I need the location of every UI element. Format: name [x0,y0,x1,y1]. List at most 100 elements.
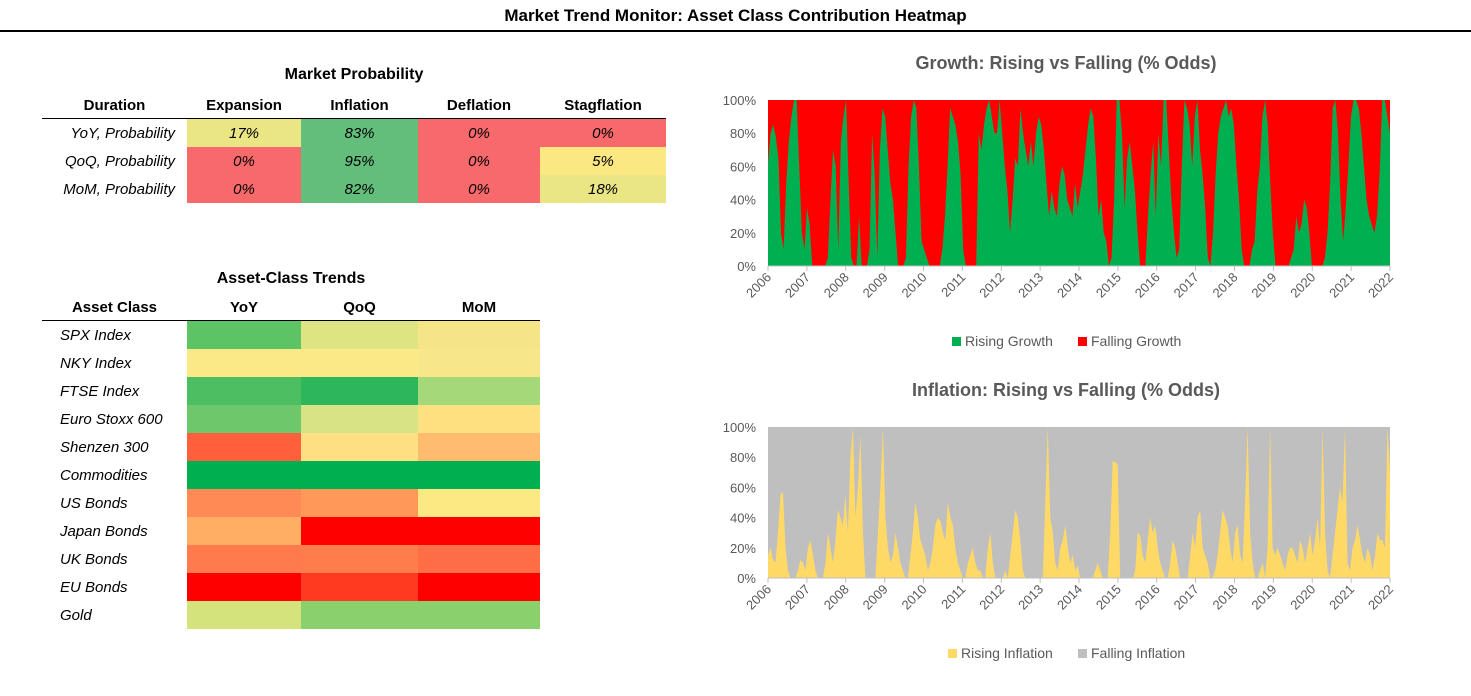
growth-y-tick-label: 100% [723,93,757,108]
trends-header-mom: MoM [418,294,540,321]
trends-cell [418,573,540,601]
growth-chart-title: Growth: Rising vs Falling (% Odds) [915,53,1216,73]
probability-row: QoQ, Probability 0% 95% 0% 5% [42,147,666,175]
growth-x-tick-label: 2020 [1287,270,1318,301]
inflation-x-tick-label: 2007 [782,582,813,613]
probability-header-stagflation: Stagflation [540,92,666,119]
trends-cell [301,573,418,601]
trends-row-label: Shenzen 300 [42,433,187,461]
inflation-x-tick-label: 2021 [1326,582,1357,613]
probability-row-label: QoQ, Probability [42,147,187,175]
probability-row: YoY, Probability 17% 83% 0% 0% [42,118,666,147]
probability-header-inflation: Inflation [301,92,418,119]
growth-x-tick-label: 2015 [1093,270,1124,301]
growth-series-rising-growth [768,100,1390,266]
trends-row-label: US Bonds [42,489,187,517]
trends-header-yoy: YoY [187,294,301,321]
growth-y-tick-label: 60% [730,159,756,174]
trends-row-label: NKY Index [42,349,187,377]
inflation-x-tick-label: 2013 [1015,582,1046,613]
trends-cell [418,405,540,433]
growth-legend-swatch [952,337,961,346]
inflation-chart: Inflation: Rising vs Falling (% Odds) 0%… [723,380,1396,661]
inflation-series-falling-inflation [768,427,1390,578]
probability-header-deflation: Deflation [418,92,540,119]
growth-x-tick-label: 2017 [1171,270,1202,301]
trends-row: UK Bonds [42,545,540,573]
trends-row: EU Bonds [42,573,540,601]
probability-cell: 83% [301,118,418,147]
trends-row-label: Euro Stoxx 600 [42,405,187,433]
growth-x-tick-label: 2008 [821,270,852,301]
growth-x-tick-label: 2013 [1015,270,1046,301]
trends-row: Gold [42,601,540,629]
trends-row-label: FTSE Index [42,377,187,405]
probability-header-expansion: Expansion [187,92,301,119]
trends-cell [301,489,418,517]
growth-x-tick-label: 2012 [976,270,1007,301]
trends-cell [301,320,418,349]
growth-chart: Growth: Rising vs Falling (% Odds) 0% 20%… [723,53,1396,349]
growth-x-tick-label: 2011 [938,270,968,300]
trends-cell [187,320,301,349]
trends-cell [418,489,540,517]
trends-cell [301,517,418,545]
inflation-y-tick-label: 60% [730,480,756,495]
trends-cell [301,433,418,461]
inflation-x-tick-label: 2010 [899,582,930,613]
trends-cell [301,405,418,433]
trends-row-label: SPX Index [42,320,187,349]
inflation-y-tick-label: 0% [737,571,756,586]
trends-row: US Bonds [42,489,540,517]
trends-row: Euro Stoxx 600 [42,405,540,433]
growth-y-tick-label: 0% [737,259,756,274]
trends-row: SPX Index [42,320,540,349]
probability-cell: 5% [540,147,666,175]
probability-cell: 17% [187,118,301,147]
trends-cell [418,517,540,545]
inflation-x-tick-label: 2017 [1171,582,1202,613]
probability-cell: 0% [187,147,301,175]
growth-legend-swatch [1078,337,1087,346]
inflation-x-tick-label: 2018 [1210,582,1241,613]
trends-row-label: Japan Bonds [42,517,187,545]
trends-table: Asset Class YoY QoQ MoM SPX Index NKY Index F… [42,294,540,629]
trends-cell [301,461,418,489]
trends-row: NKY Index [42,349,540,377]
inflation-legend-label: Falling Inflation [1091,645,1185,661]
inflation-y-tick-label: 100% [723,420,757,435]
trends-row: FTSE Index [42,377,540,405]
trends-cell [301,545,418,573]
probability-cell: 0% [418,147,540,175]
growth-x-tick-label: 2016 [1132,270,1163,301]
trends-cell [301,601,418,629]
probability-cell: 0% [418,118,540,147]
trends-cell [301,377,418,405]
title-divider [0,30,1471,32]
inflation-y-tick-label: 20% [730,541,756,556]
inflation-x-tick-label: 2016 [1132,582,1163,613]
inflation-x-tick-label: 2014 [1054,582,1085,613]
trends-cell [187,601,301,629]
inflation-x-tick-label: 2019 [1248,582,1279,613]
growth-y-tick-label: 80% [730,126,756,141]
probability-cell: 82% [301,175,418,203]
probability-table-title: Market Probability [284,66,424,83]
inflation-chart-title: Inflation: Rising vs Falling (% Odds) [912,380,1220,400]
trends-row: Shenzen 300 [42,433,540,461]
inflation-x-tick-label: 2022 [1365,582,1396,613]
trends-header-asset-class: Asset Class [42,294,187,321]
trends-cell [418,433,540,461]
trends-row-label: UK Bonds [42,545,187,573]
probability-cell: 0% [418,175,540,203]
inflation-x-tick-label: 2020 [1287,582,1318,613]
inflation-x-tick-label: 2008 [821,582,852,613]
trends-cell [187,573,301,601]
trends-cell [187,405,301,433]
probability-cell: 95% [301,147,418,175]
growth-x-tick-label: 2007 [782,270,813,301]
probability-cell: 0% [187,175,301,203]
trends-cell [418,461,540,489]
trends-cell [187,489,301,517]
trends-table-title: Asset-Class Trends [216,270,366,287]
